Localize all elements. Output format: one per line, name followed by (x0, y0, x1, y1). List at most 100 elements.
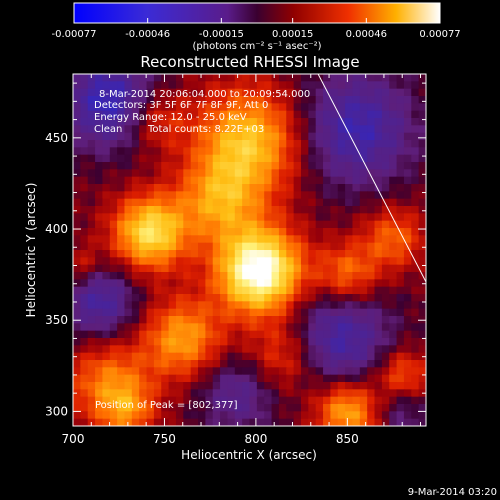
heatmap-cell (337, 132, 346, 141)
heatmap-cell (315, 96, 324, 104)
heatmap-cell (153, 74, 162, 82)
heatmap-cell (403, 404, 412, 412)
heatmap-cell (411, 330, 420, 339)
heatmap-cell (315, 338, 324, 346)
heatmap-cell (80, 132, 89, 141)
heatmap-cell (190, 316, 199, 324)
heatmap-cell (168, 316, 177, 324)
heatmap-cell (212, 118, 221, 126)
heatmap-cell (198, 235, 206, 244)
heatmap-cell (73, 308, 81, 317)
heatmap-cell (337, 279, 346, 288)
heatmap-cell (315, 147, 324, 156)
heatmap-cell (315, 118, 324, 126)
heatmap-cell (234, 88, 243, 97)
heatmap-cell (374, 374, 383, 383)
heatmap-cell (131, 206, 140, 214)
heatmap-cell (359, 323, 368, 332)
heatmap-cell (95, 140, 104, 148)
heatmap-cell (293, 140, 302, 148)
heatmap-cell (73, 323, 81, 332)
heatmap-cell (153, 367, 162, 376)
heatmap-cell (73, 198, 81, 207)
heatmap-cell (315, 418, 324, 426)
heatmap-cell (286, 74, 295, 82)
heatmap-cell (286, 140, 295, 148)
heatmap-cell (124, 213, 133, 222)
heatmap-cell (249, 257, 258, 266)
heatmap-cell (234, 294, 243, 302)
heatmap-cell (411, 279, 420, 288)
heatmap-cell (403, 206, 412, 214)
heatmap-cell (190, 396, 199, 405)
heatmap-cell (139, 286, 148, 295)
heatmap-cell (315, 154, 324, 163)
heatmap-cell (212, 213, 221, 222)
heatmap-cell (352, 418, 361, 426)
heatmap-cell (161, 360, 170, 368)
heatmap-cell (161, 140, 170, 148)
heatmap-cell (146, 345, 155, 354)
heatmap-cell (109, 374, 118, 383)
heatmap-cell (300, 96, 309, 104)
heatmap-cell (418, 118, 426, 126)
heatmap-cell (264, 404, 273, 412)
heatmap-cell (109, 345, 118, 354)
heatmap-cell (418, 323, 426, 332)
heatmap-cell (352, 330, 361, 339)
heatmap-cell (175, 404, 184, 412)
heatmap-cell (293, 176, 302, 185)
heatmap-cell (227, 96, 236, 104)
heatmap-cell (220, 132, 229, 141)
heatmap-cell (161, 198, 170, 207)
heatmap-cell (124, 176, 133, 185)
heatmap-cell (374, 352, 383, 361)
heatmap-cell (80, 323, 89, 332)
heatmap-cell (315, 411, 324, 420)
heatmap-cell (175, 118, 184, 126)
heatmap-cell (102, 389, 111, 398)
heatmap-cell (220, 110, 229, 119)
heatmap-cell (352, 74, 361, 82)
heatmap-cell (293, 81, 302, 90)
heatmap-cell (256, 396, 265, 405)
heatmap-cell (293, 264, 302, 273)
heatmap-cell (293, 404, 302, 412)
heatmap-cell (403, 198, 412, 207)
heatmap-cell (117, 418, 126, 426)
heatmap-cell (418, 81, 426, 90)
heatmap-cell (131, 118, 140, 126)
heatmap-cell (102, 110, 111, 119)
heatmap-cell (286, 162, 295, 170)
heatmap-cell (308, 176, 317, 185)
heatmap-cell (131, 140, 140, 148)
heatmap-cell (323, 125, 331, 134)
heatmap-cell (323, 272, 331, 280)
heatmap-cell (168, 184, 177, 192)
heatmap-cell (242, 74, 251, 82)
heatmap-cell (308, 132, 317, 141)
heatmap-cell (175, 235, 184, 244)
heatmap-cell (175, 242, 184, 251)
heatmap-cell (227, 88, 236, 97)
heatmap-cell (418, 213, 426, 222)
heatmap-cell (153, 169, 162, 178)
heatmap-cell (212, 352, 221, 361)
heatmap-cell (308, 103, 317, 112)
heatmap-cell (234, 162, 243, 170)
heatmap-cell (271, 294, 280, 302)
heatmap-cell (359, 118, 368, 126)
heatmap-cell (146, 294, 155, 302)
heatmap-cell (153, 308, 162, 317)
heatmap-cell (300, 404, 309, 412)
heatmap-cell (220, 96, 229, 104)
heatmap-cell (308, 162, 317, 170)
heatmap-cell (359, 198, 368, 207)
heatmap-cell (323, 118, 331, 126)
heatmap-cell (153, 411, 162, 420)
heatmap-cell (330, 316, 339, 324)
heatmap-cell (242, 301, 251, 310)
heatmap-cell (109, 220, 118, 229)
heatmap-cell (359, 264, 368, 273)
